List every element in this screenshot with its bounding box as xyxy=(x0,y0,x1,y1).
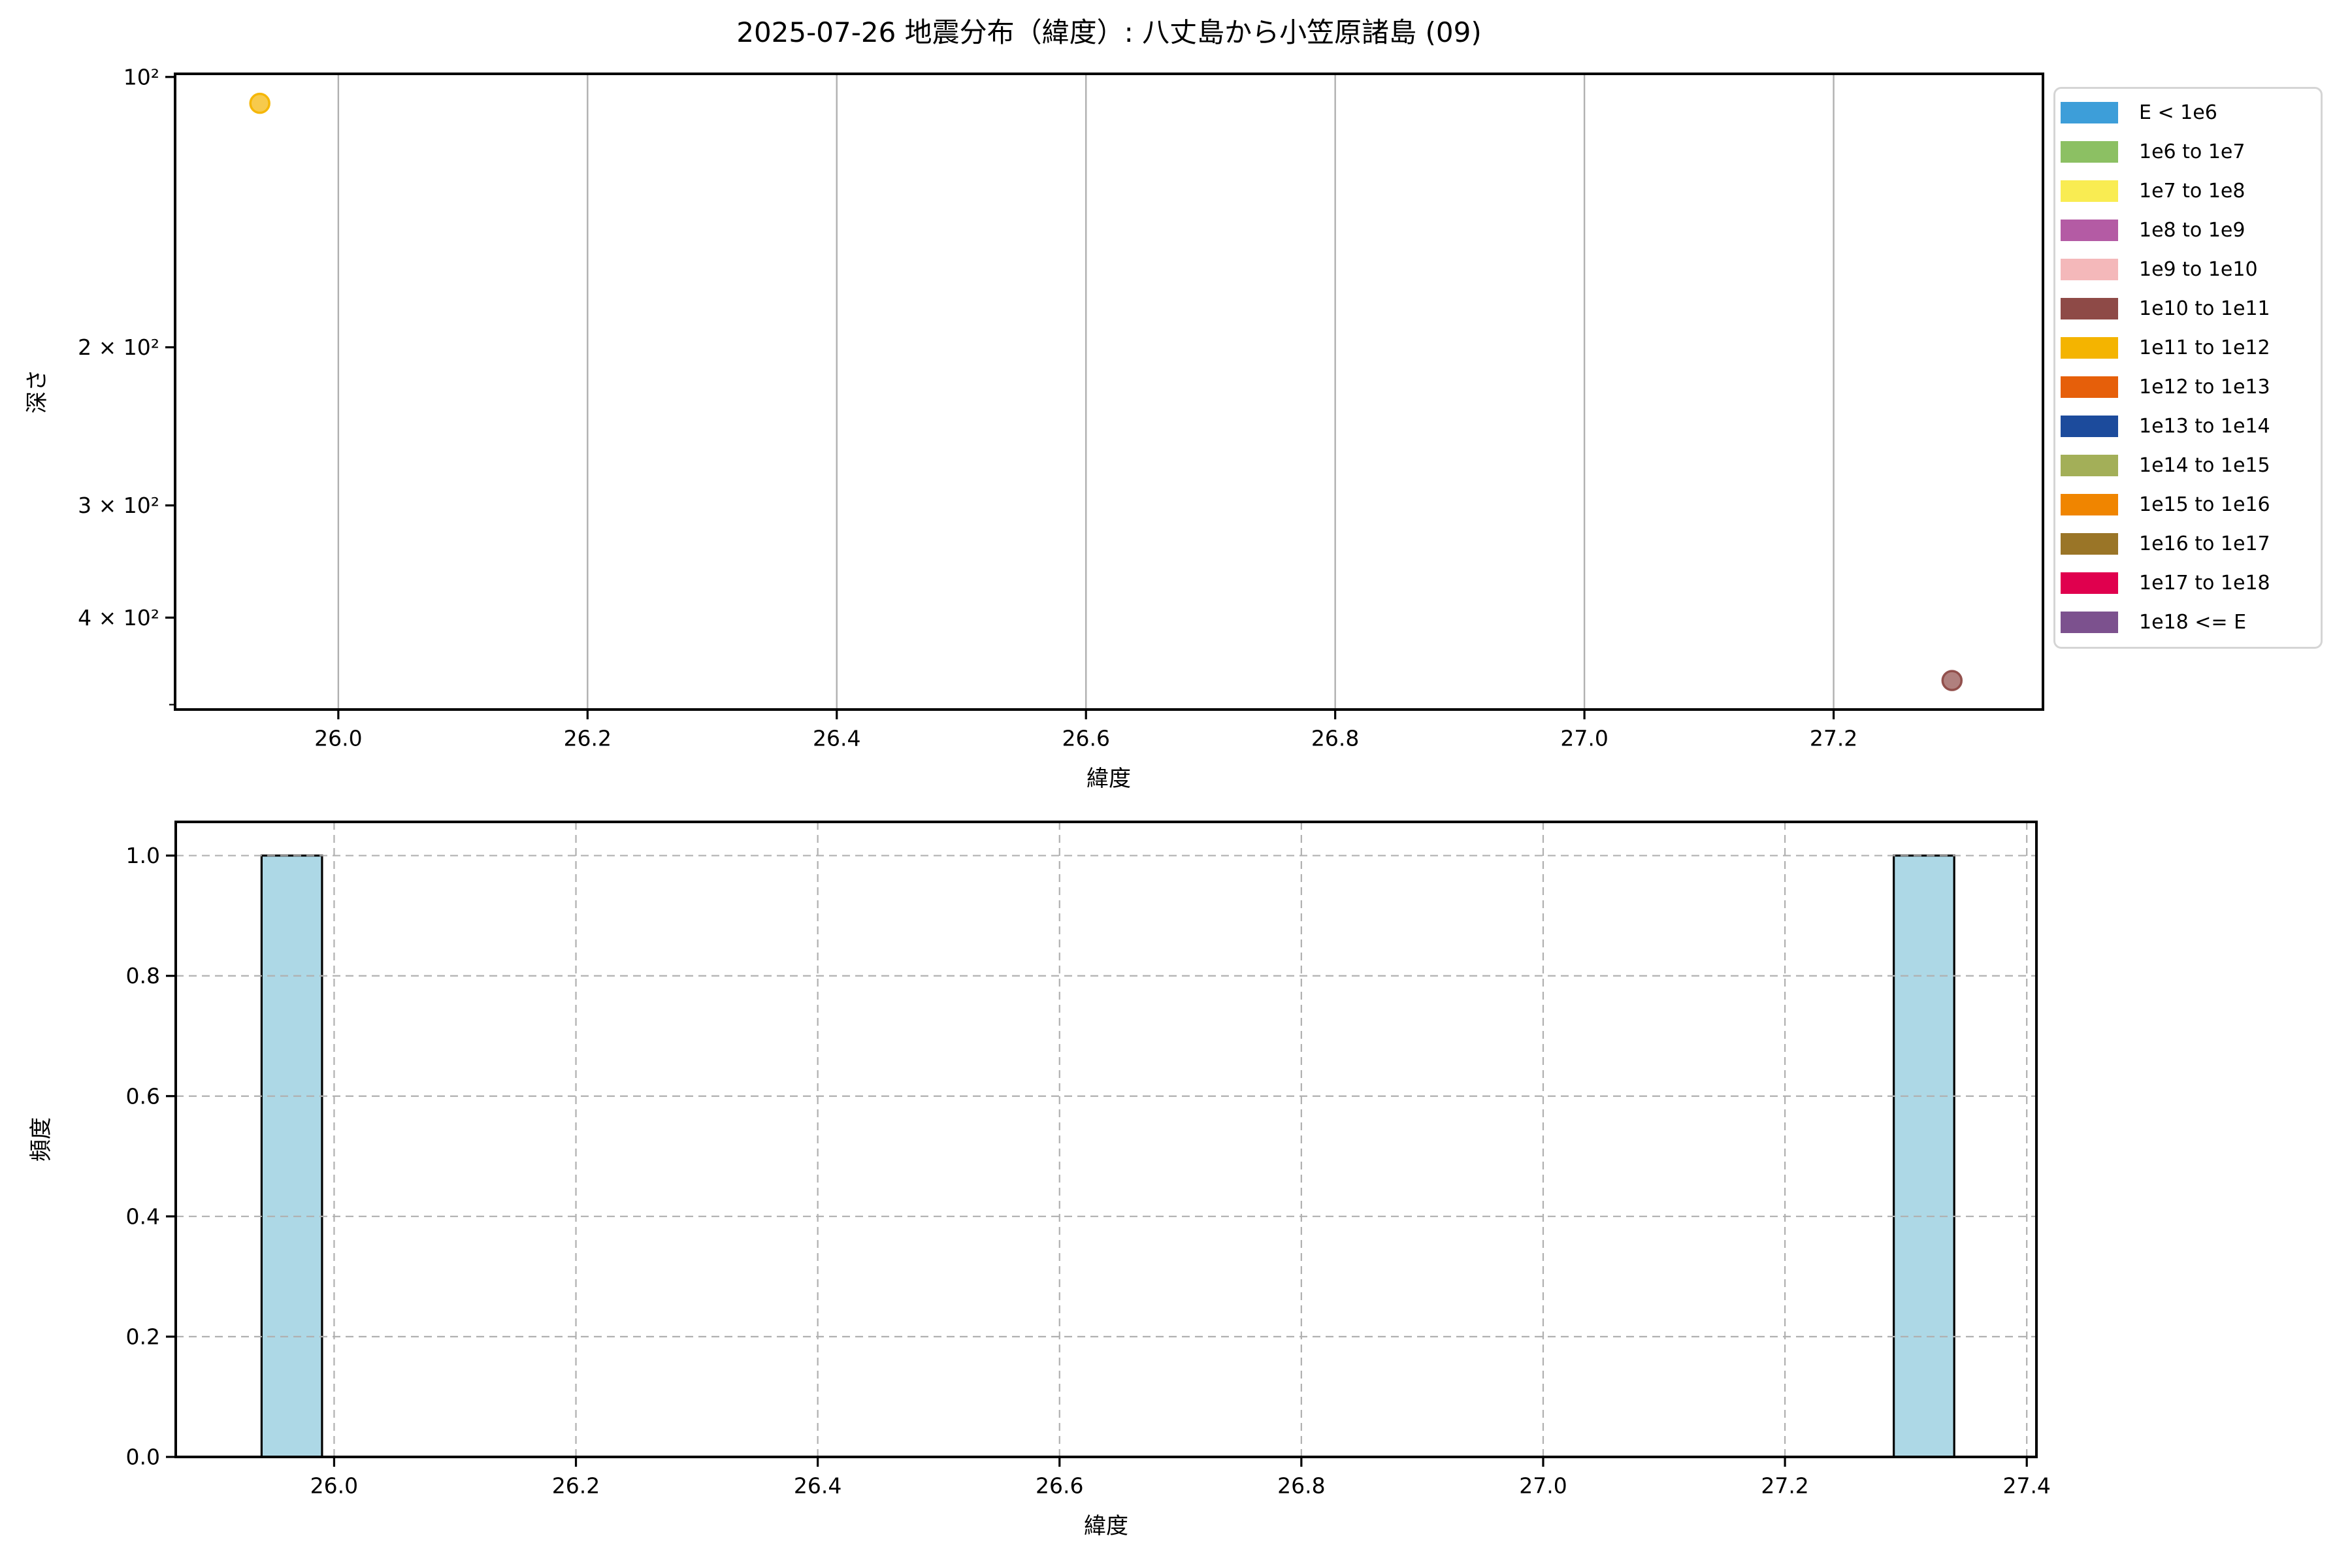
legend-label: E < 1e6 xyxy=(2139,101,2217,124)
legend-swatch-icon xyxy=(2061,297,2118,319)
legend-row-7: 1e11 to 1e12 xyxy=(2061,328,2317,367)
legend-row-14: 1e18 <= E xyxy=(2061,602,2317,642)
legend-row-12: 1e16 to 1e17 xyxy=(2061,524,2317,563)
legend-swatch-icon xyxy=(2061,572,2118,594)
legend-label: 1e16 to 1e17 xyxy=(2139,532,2270,555)
y-tick-label: 0.8 xyxy=(126,963,160,988)
y-tick-label: 0.4 xyxy=(126,1203,160,1229)
legend-row-6: 1e10 to 1e11 xyxy=(2061,289,2317,328)
legend-label: 1e13 to 1e14 xyxy=(2139,414,2270,438)
scatter-frame xyxy=(174,73,2044,711)
histogram-axes: 26.0 26.2 26.4 26.6 26.8 27.0 27.2 27.4 0.0 0.2 0.… xyxy=(28,821,2051,1539)
histogram-yaxis-label: 頻度 xyxy=(28,1117,54,1162)
legend-swatch-icon xyxy=(2061,180,2118,202)
x-tick-label: 26.8 xyxy=(1311,726,1359,751)
legend-row-3: 1e7 to 1e8 xyxy=(2061,171,2317,210)
legend-swatch-icon xyxy=(2061,454,2118,476)
histogram-frame xyxy=(174,821,2038,1458)
legend-label: 1e8 to 1e9 xyxy=(2139,218,2246,242)
histogram-ticks: 26.0 26.2 26.4 26.6 26.8 27.0 27.2 27.4 0.0 0.2 0.… xyxy=(126,843,2051,1498)
x-tick-label: 27.2 xyxy=(1761,1473,1808,1499)
x-tick-label: 26.6 xyxy=(1062,726,1109,751)
scatter-point-1 xyxy=(249,92,270,114)
x-tick-label: 26.0 xyxy=(310,1473,358,1499)
x-tick-label: 26.4 xyxy=(813,726,860,751)
y-tick-label: 1.0 xyxy=(126,843,160,868)
x-tick-label: 27.2 xyxy=(1810,726,1857,751)
legend-row-10: 1e14 to 1e15 xyxy=(2061,446,2317,485)
legend-label: 1e10 to 1e11 xyxy=(2139,297,2270,320)
y-tick-label: 0.2 xyxy=(126,1324,160,1349)
x-tick-label: 26.2 xyxy=(564,726,612,751)
x-tick-label: 27.0 xyxy=(1519,1473,1567,1499)
legend-swatch-icon xyxy=(2061,415,2118,437)
x-tick-label: 26.8 xyxy=(1277,1473,1325,1499)
y-tick-label: 3 × 10² xyxy=(78,493,159,518)
legend-label: 1e17 to 1e18 xyxy=(2139,571,2270,595)
legend-label: 1e15 to 1e16 xyxy=(2139,493,2270,516)
x-tick-label: 26.0 xyxy=(314,726,362,751)
legend-swatch-icon xyxy=(2061,258,2118,280)
x-tick-label: 26.4 xyxy=(794,1473,841,1499)
scatter-ticks: 26.0 26.2 26.4 26.6 26.8 27.0 27.2 10² 2 × 10² 3 … xyxy=(78,64,1857,751)
y-tick-label: 2 × 10² xyxy=(78,335,159,360)
x-tick-label: 26.6 xyxy=(1036,1473,1083,1499)
histogram-xaxis-label: 緯度 xyxy=(1084,1513,1128,1539)
legend-row-9: 1e13 to 1e14 xyxy=(2061,406,2317,446)
legend-swatch-icon xyxy=(2061,101,2118,123)
legend-label: 1e11 to 1e12 xyxy=(2139,336,2270,359)
scatter-point-2 xyxy=(1941,670,1963,691)
legend-label: 1e18 <= E xyxy=(2139,610,2247,634)
scatter-gridlines xyxy=(337,74,1835,710)
legend-row-4: 1e8 to 1e9 xyxy=(2061,210,2317,250)
histogram-bars xyxy=(260,854,1955,1458)
legend-swatch-icon xyxy=(2061,219,2118,241)
legend-label: 1e7 to 1e8 xyxy=(2139,179,2246,203)
legend-row-11: 1e15 to 1e16 xyxy=(2061,485,2317,524)
legend-label: 1e9 to 1e10 xyxy=(2139,257,2258,281)
y-tick-label: 0.0 xyxy=(126,1445,160,1470)
scatter-points xyxy=(249,92,1963,691)
y-tick-label: 4 × 10² xyxy=(78,605,159,630)
x-tick-label: 27.4 xyxy=(2002,1473,2050,1499)
legend: E < 1e6 1e6 to 1e7 1e7 to 1e8 1e8 to 1e9 1e9… xyxy=(2053,87,2323,649)
legend-row-1: E < 1e6 xyxy=(2061,93,2317,132)
legend-row-5: 1e9 to 1e10 xyxy=(2061,250,2317,289)
legend-swatch-icon xyxy=(2061,376,2118,398)
x-tick-label: 27.0 xyxy=(1560,726,1608,751)
legend-swatch-icon xyxy=(2061,532,2118,555)
legend-row-2: 1e6 to 1e7 xyxy=(2061,132,2317,171)
legend-swatch-icon xyxy=(2061,493,2118,515)
legend-label: 1e6 to 1e7 xyxy=(2139,140,2246,163)
legend-swatch-icon xyxy=(2061,611,2118,633)
y-tick-label: 0.6 xyxy=(126,1083,160,1109)
y-tick-label: 10² xyxy=(123,64,159,90)
legend-label: 1e14 to 1e15 xyxy=(2139,453,2270,477)
scatter-axes: 26.0 26.2 26.4 26.6 26.8 27.0 27.2 10² 2 × 10² 3 … xyxy=(24,64,2044,792)
chart-title: 2025-07-26 地震分布（緯度）: 八丈島から小笠原諸島 (09) xyxy=(736,16,1482,48)
scatter-yaxis-label: 深さ xyxy=(24,369,50,414)
legend-label: 1e12 to 1e13 xyxy=(2139,375,2270,399)
histogram-gridlines xyxy=(176,822,2036,1457)
scatter-xaxis-label: 緯度 xyxy=(1086,766,1131,792)
legend-row-8: 1e12 to 1e13 xyxy=(2061,367,2317,406)
legend-row-13: 1e17 to 1e18 xyxy=(2061,563,2317,602)
histogram-bar-1 xyxy=(260,854,323,1458)
legend-swatch-icon xyxy=(2061,336,2118,359)
histogram-bar-2 xyxy=(1893,854,1955,1458)
x-tick-label: 26.2 xyxy=(552,1473,600,1499)
legend-swatch-icon xyxy=(2061,140,2118,163)
